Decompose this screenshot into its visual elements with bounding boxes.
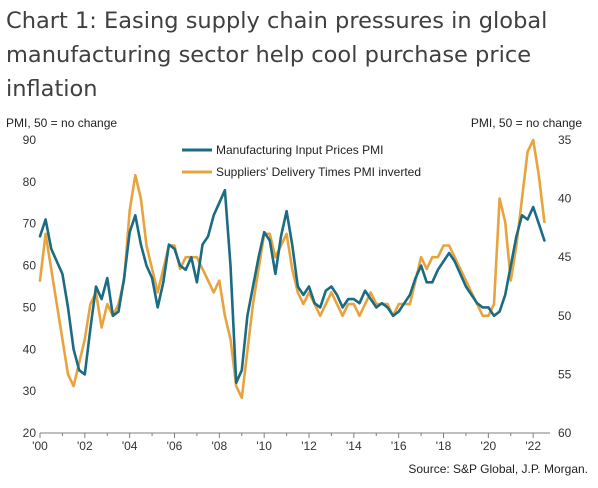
right-axis-label: PMI, 50 = no change	[470, 116, 582, 130]
x-tick-label: '06	[167, 439, 183, 453]
x-tick-label: '16	[391, 439, 407, 453]
x-tick-label: '08	[212, 439, 228, 453]
source-note: Source: S&P Global, J.P. Morgan.	[408, 462, 588, 476]
x-tick-label: '14	[346, 439, 362, 453]
legend: Manufacturing Input Prices PMI Suppliers'…	[182, 143, 421, 179]
y-left-tick-label: 40	[23, 342, 37, 356]
y-right-tick-label: 55	[558, 367, 572, 381]
x-tick-label: '20	[481, 439, 497, 453]
y-right-tick-label: 40	[558, 192, 572, 206]
y-right-tick-label: 35	[558, 133, 572, 147]
legend-label: Manufacturing Input Prices PMI	[216, 143, 383, 157]
x-tick-label: '00	[32, 439, 48, 453]
x-tick-label: '04	[122, 439, 138, 453]
y-right-tick-label: 45	[558, 250, 572, 264]
series-layer	[38, 138, 546, 400]
axes: 90 80 70 60 50 40 30 20 35 40 45 50 55 60 '00 '02 '04 '06…	[23, 133, 572, 453]
x-tick-label: '22	[525, 439, 541, 453]
y-left-tick-label: 50	[23, 300, 37, 314]
chart-title: Chart 1: Easing supply chain pressures i…	[6, 8, 548, 102]
y-left-tick-label: 30	[23, 384, 37, 398]
left-axis-label: PMI, 50 = no change	[6, 116, 118, 130]
y-left-tick-label: 70	[23, 217, 37, 231]
legend-label: Suppliers' Delivery Times PMI inverted	[216, 165, 421, 179]
x-tick-label: '12	[301, 439, 317, 453]
series-line-input-prices	[38, 188, 546, 385]
x-tick-label: '18	[436, 439, 452, 453]
y-right-tick-label: 60	[558, 426, 572, 440]
y-left-tick-label: 80	[23, 175, 37, 189]
y-left-tick-label: 20	[23, 426, 37, 440]
y-right-tick-label: 50	[558, 309, 572, 323]
x-tick-label: '02	[77, 439, 93, 453]
y-left-tick-label: 90	[23, 133, 37, 147]
x-tick-label: '10	[256, 439, 272, 453]
y-left-tick-label: 60	[23, 259, 37, 273]
